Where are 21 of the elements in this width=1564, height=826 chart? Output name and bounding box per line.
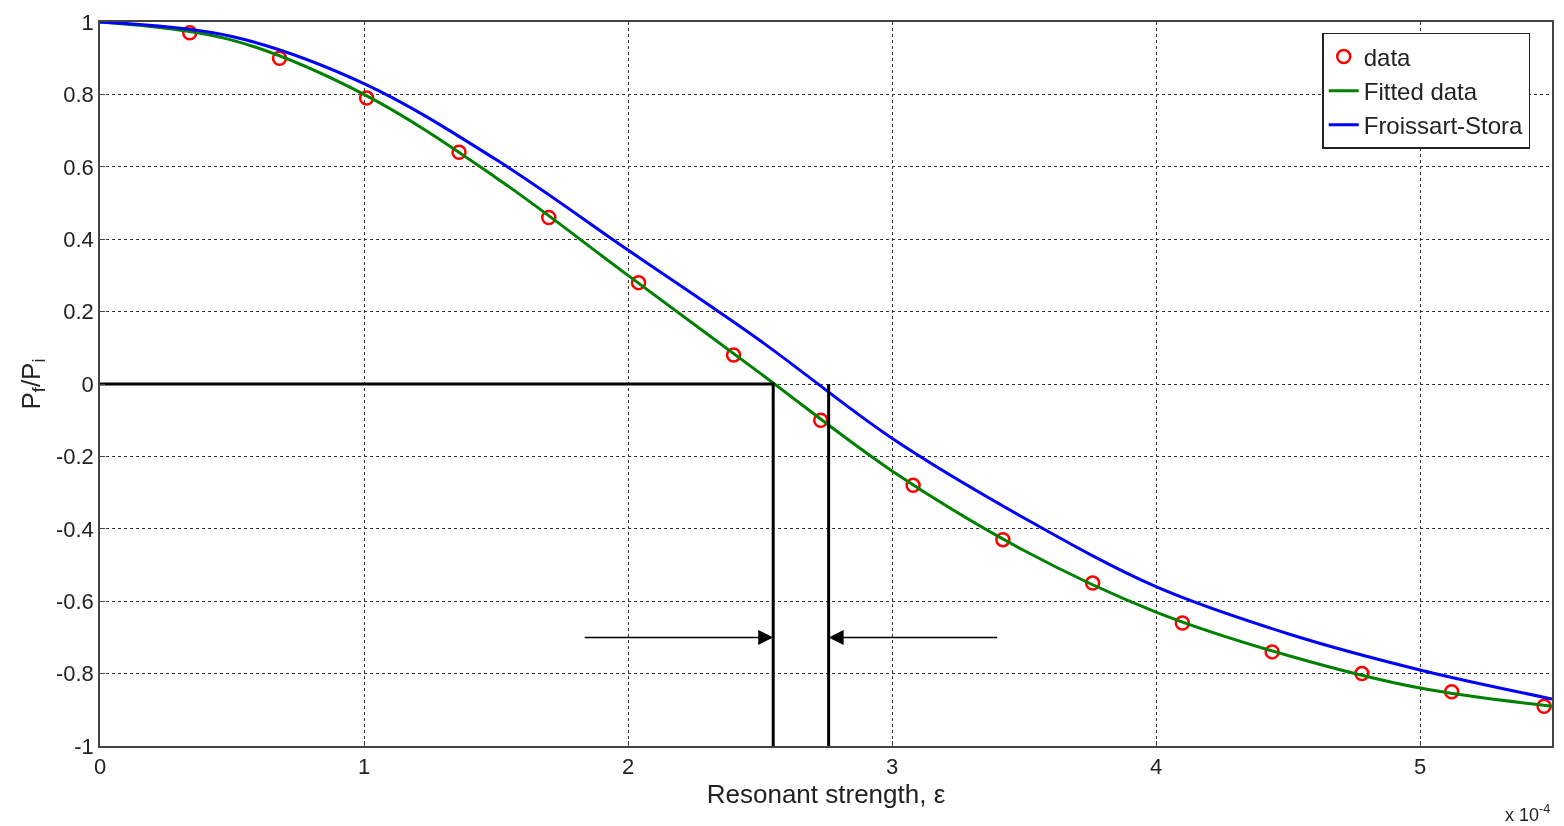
y-tick-label: 0.4 xyxy=(63,226,94,252)
legend-label: data xyxy=(1363,43,1412,71)
x-axis-title: Resonant strength, ε xyxy=(706,779,946,810)
y-tick-label: -1 xyxy=(74,733,94,759)
legend-label: Froissart-Stora xyxy=(1363,112,1524,140)
y-tick-label: 0.8 xyxy=(63,82,94,108)
y-tick-label: 0.6 xyxy=(63,154,94,180)
x-tick-label: 2 xyxy=(621,754,635,780)
x-tick-label: 4 xyxy=(1149,754,1163,780)
y-tick-label: 0.2 xyxy=(63,299,94,325)
x-tick-label: 1 xyxy=(357,754,371,780)
y-tick-label: 1 xyxy=(81,9,94,35)
y-tick-label: 0 xyxy=(81,371,94,397)
text: x 10$^{-4}$ xyxy=(1505,802,1551,825)
x-tick-label: 3 xyxy=(885,754,899,780)
y-tick-label: -0.6 xyxy=(55,588,94,614)
legend-label: Fitted data xyxy=(1363,78,1478,106)
y-tick-label: -0.2 xyxy=(55,444,94,470)
y-tick-label: -0.8 xyxy=(55,661,94,687)
x-tick-label: 5 xyxy=(1413,754,1427,780)
y-tick-label: -0.4 xyxy=(55,516,94,542)
